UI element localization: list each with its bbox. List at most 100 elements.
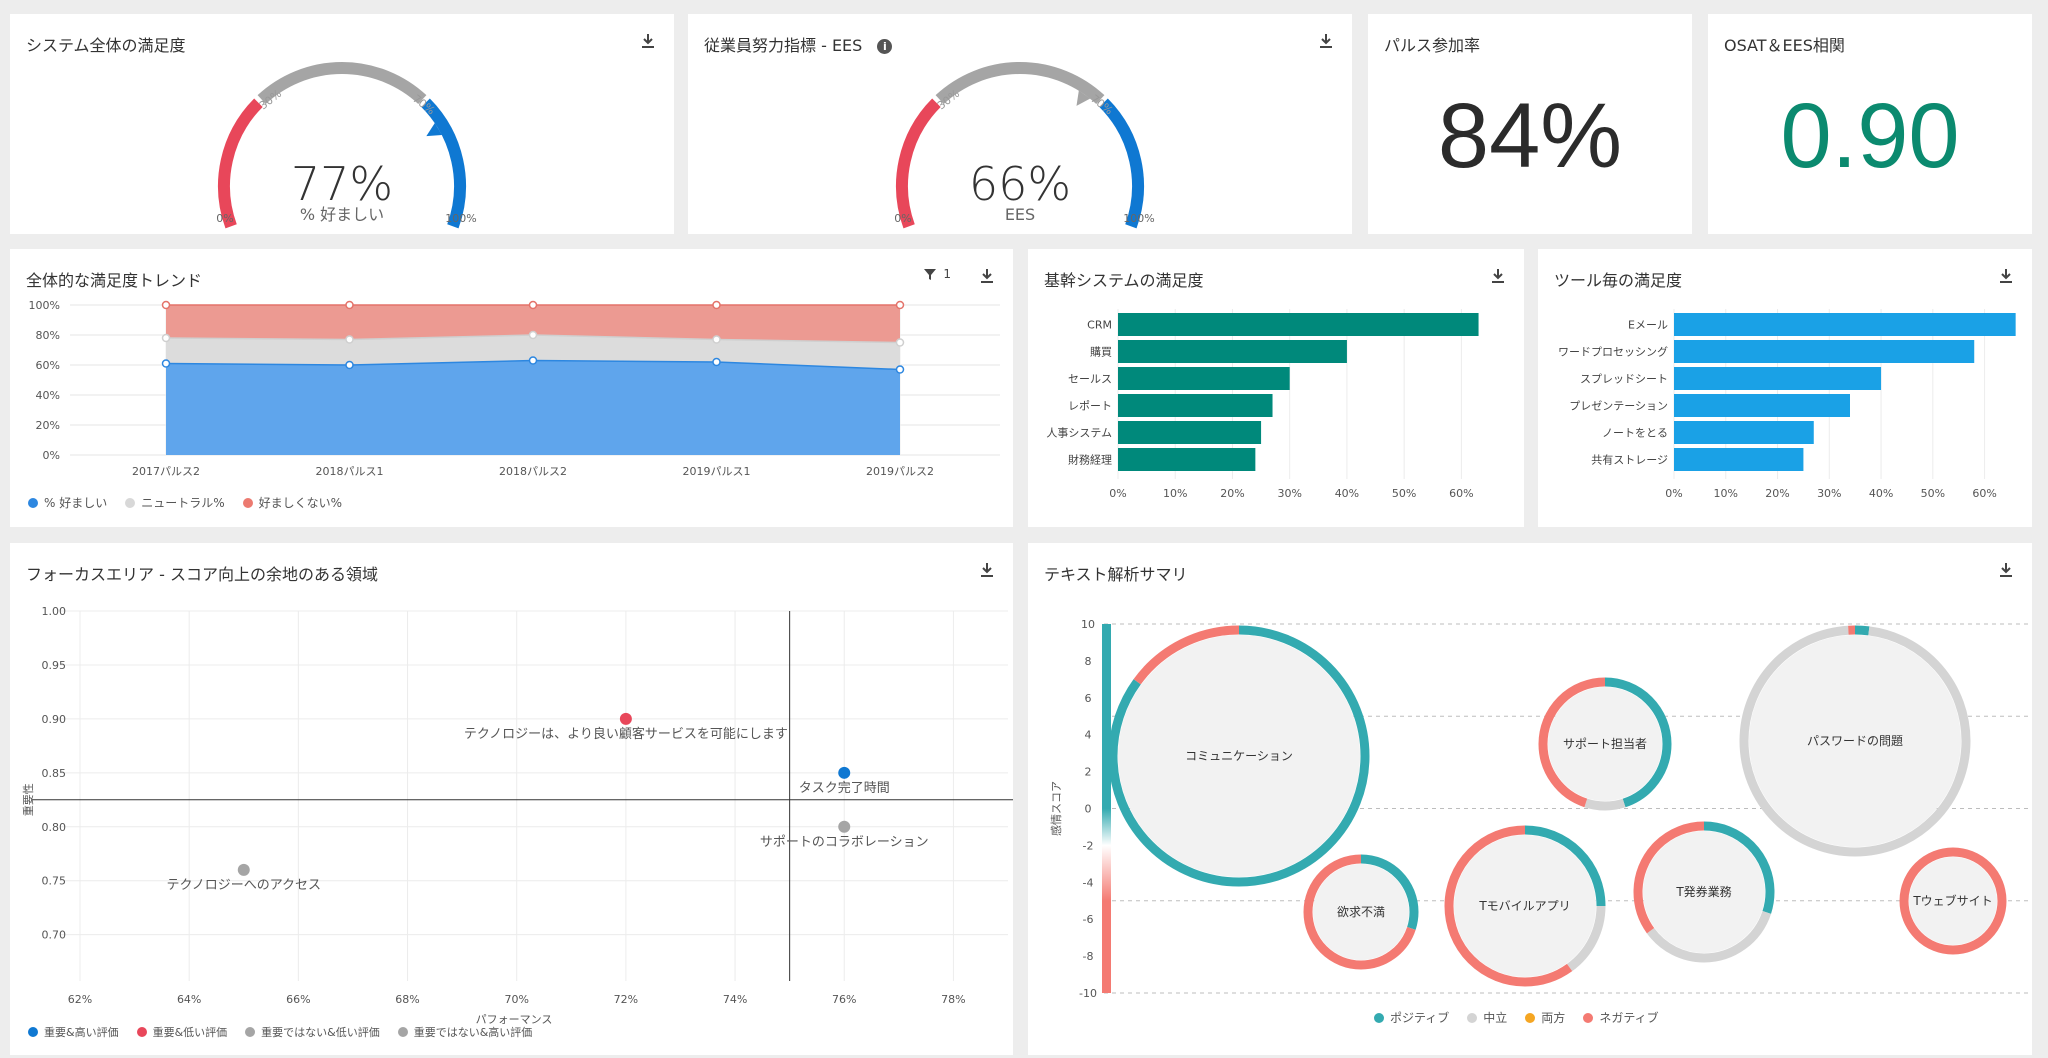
text-legend: ポジティブ 中立 両方 ネガティブ: [1374, 1009, 1659, 1026]
bar: [1674, 448, 1804, 471]
bar: [1118, 421, 1262, 444]
legend-item-important-low[interactable]: 重要&低い評価: [136, 1024, 227, 1040]
y-tick-label: 100%: [29, 299, 60, 312]
point-favorable: [161, 359, 171, 368]
filter-icon: [924, 269, 937, 280]
point-unfavorable: [528, 300, 538, 310]
focus-legend: 重要&高い評価 重要&低い評価 重要ではない&低い評価 重要ではない&高い評価: [28, 1024, 532, 1040]
gauge-value: 66%: [969, 157, 1071, 211]
legend-item-neutral[interactable]: 中立: [1467, 1009, 1507, 1026]
x-tick-label: 50%: [1392, 487, 1416, 500]
gauge-band-neutral: [257, 62, 427, 104]
category-label: 購買: [1090, 345, 1112, 359]
gauge-pointer: [426, 122, 442, 137]
info-icon[interactable]: i: [877, 39, 893, 54]
category-label: ワードプロセッシング: [1558, 345, 1668, 359]
point-label: テクノロジーは、より良い顧客サービスを可能にします: [464, 726, 788, 742]
point-neutral: [712, 335, 721, 344]
download-icon[interactable]: [979, 561, 995, 579]
bar: [1118, 340, 1347, 363]
bubble-label: Tモバイルアプリ: [1478, 899, 1570, 913]
legend-item-negative[interactable]: ネガティブ: [1583, 1009, 1659, 1026]
y-tick-label: 0%: [43, 449, 60, 462]
category-label: Eメール: [1628, 319, 1668, 332]
point-neutral: [895, 338, 905, 347]
x-tick-label: 76%: [832, 993, 856, 1006]
y-tick-label: 0.95: [42, 659, 67, 672]
y-tick-label: 0.85: [42, 767, 67, 780]
bubble-label: 欲求不満: [1337, 905, 1385, 919]
card-title-text: 従業員努力指標 - EES: [704, 36, 863, 55]
gauge-value: 77%: [291, 157, 393, 211]
y-tick-label: 1.00: [42, 605, 67, 618]
category-label: セールス: [1068, 373, 1112, 386]
point-label: テクノロジーへのアクセス: [166, 878, 321, 893]
card-title: テキスト解析サマリ: [1044, 565, 1188, 584]
point-favorable: [895, 365, 905, 374]
category-label: 共有ストレージ: [1591, 453, 1668, 467]
point-favorable: [528, 356, 538, 365]
tools-card: ツール毎の満足度 0% 10% 20% 30% 40% 50% 60% Eメール ワードプロセッ…: [1538, 249, 2032, 527]
point-neutral: [345, 335, 354, 344]
download-icon[interactable]: [1318, 32, 1334, 50]
y-tick-label: 20%: [36, 419, 60, 432]
osat-ees-correlation-card: OSAT＆EES相関 0.90: [1708, 14, 2032, 234]
satisfaction-gauge: 77% % 好ましい 0% 100% 30% 70%: [216, 62, 477, 229]
download-icon[interactable]: [979, 267, 995, 285]
x-tick-label: 60%: [1449, 487, 1473, 500]
focus-area-card: フォーカスエリア - スコア向上の余地のある領域 62% 64% 66% 68% 70%…: [10, 543, 1013, 1055]
legend-item-neutral[interactable]: ニュートラル%: [125, 494, 225, 511]
x-tick-label: 2019パルス2: [866, 465, 934, 478]
bar: [1118, 313, 1479, 336]
bar: [1118, 448, 1256, 471]
correlation-value: 0.90: [1780, 85, 1960, 187]
legend-item-important-high[interactable]: 重要&高い評価: [28, 1024, 119, 1040]
sentiment-scale-bar: [1102, 624, 1111, 993]
x-tick-label: 70%: [504, 993, 528, 1006]
pulse-participation-card: パルス参加率 84%: [1368, 14, 1692, 234]
x-tick-label: 2017パルス2: [132, 465, 200, 478]
download-icon[interactable]: [1490, 267, 1506, 285]
download-icon[interactable]: [1998, 267, 2014, 285]
gauge-band-negative: [218, 98, 263, 229]
gauge-band-positive: [1099, 98, 1144, 229]
gauge-tick-100: 100%: [1123, 212, 1154, 225]
x-tick-label: 10%: [1714, 487, 1738, 500]
legend-item-both[interactable]: 両方: [1525, 1009, 1565, 1026]
legend-item-favorable[interactable]: % 好ましい: [28, 494, 107, 511]
area-favorable: [166, 360, 900, 455]
x-tick-label: 20%: [1765, 487, 1789, 500]
point-unfavorable: [712, 300, 721, 310]
x-tick-label: 66%: [286, 993, 310, 1006]
y-tick-label: 0.70: [42, 929, 67, 942]
legend-item-unfavorable[interactable]: 好ましくない%: [242, 494, 342, 511]
category-label: 財務経理: [1068, 453, 1112, 467]
gauge-card-ees: 従業員努力指標 - EES i 66% EES 0% 100% 30% 70%: [688, 14, 1352, 234]
filter-button[interactable]: 1: [923, 267, 951, 281]
download-icon[interactable]: [1998, 561, 2014, 579]
bubble-fill: [1454, 835, 1596, 977]
card-title: 全体的な満足度トレンド: [26, 271, 203, 290]
y-tick-label: 2: [1085, 766, 1092, 779]
trend-area-chart: 0% 20% 40% 60% 80% 100% 2017パルス2 2018パルス1 2018パル…: [29, 299, 1000, 478]
point-neutral: [161, 333, 171, 343]
gauge-tick-100: 100%: [445, 212, 476, 225]
bubble-fill: [1548, 687, 1662, 801]
bubble-label: パスワードの問題: [1807, 734, 1903, 748]
legend-item-positive[interactable]: ポジティブ: [1374, 1009, 1449, 1026]
bubble-label: コミュニケーション: [1185, 749, 1293, 763]
point-unfavorable: [345, 300, 354, 310]
x-tick-label: 74%: [723, 993, 747, 1006]
legend-item-unimportant-low[interactable]: 重要ではない&低い評価: [245, 1024, 380, 1040]
bubble-fill: [1643, 831, 1765, 953]
bubble-fill: [1909, 857, 1997, 945]
gauge-tick-0: 0%: [216, 212, 233, 225]
download-icon[interactable]: [640, 32, 656, 50]
legend-item-unimportant-high[interactable]: 重要ではない&高い評価: [397, 1024, 532, 1040]
y-tick-label: -8: [1083, 950, 1094, 963]
filter-count: 1: [943, 267, 951, 281]
card-title: 従業員努力指標 - EES i: [704, 32, 893, 56]
x-tick-label: 2018パルス1: [316, 465, 384, 478]
scatter-point: [619, 712, 632, 725]
